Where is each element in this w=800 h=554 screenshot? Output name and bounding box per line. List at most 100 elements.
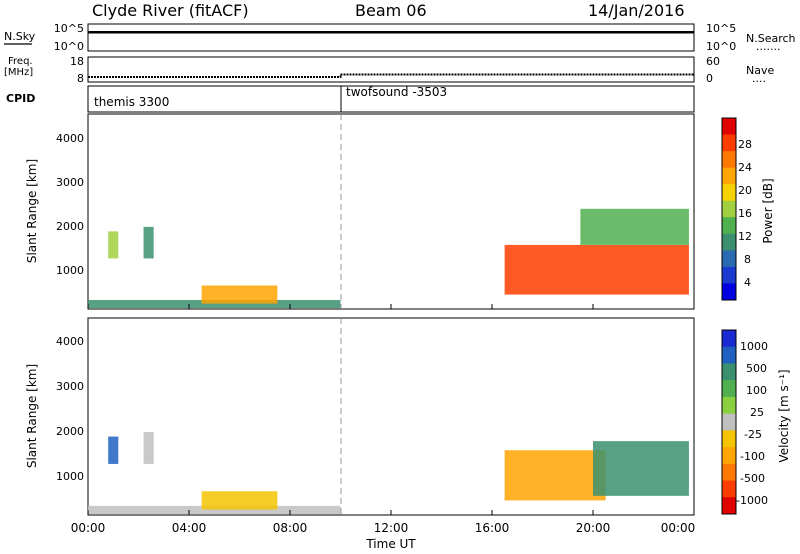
power-region-2 bbox=[88, 299, 341, 309]
power-region-4 bbox=[504, 244, 689, 295]
station-title: Clyde River (fitACF) bbox=[92, 1, 249, 20]
nsky-frame bbox=[87, 23, 695, 52]
x-tick-label-0800: 08:00 bbox=[273, 521, 308, 535]
x-tick-label-2000: 20:00 bbox=[576, 521, 611, 535]
power-data-layer bbox=[88, 208, 689, 309]
x-tick-label-0400: 04:00 bbox=[172, 521, 207, 535]
velocity-cbar-tick-100: 100 bbox=[746, 384, 767, 397]
velocity-cbar-tick-minus1000: -1000 bbox=[736, 494, 768, 507]
velocity-colorbar-segment-8 bbox=[722, 463, 736, 482]
velocity-colorbar-segment-7 bbox=[722, 447, 736, 465]
x-tick-label-1600: 16:00 bbox=[475, 521, 510, 535]
power-cbar-tick-4: 4 bbox=[744, 276, 751, 289]
power-colorbar-segment-6 bbox=[722, 217, 736, 235]
velocity-region-1 bbox=[143, 432, 154, 464]
power-region-0 bbox=[108, 231, 119, 259]
nave-label: Nave bbox=[746, 64, 774, 77]
nsky-tick-bottom: 10^0 bbox=[54, 40, 84, 53]
cpid-mode-themis: themis 3300 bbox=[94, 95, 169, 109]
x-tick-label-2400: 00:00 bbox=[661, 521, 696, 535]
power-region-5 bbox=[580, 208, 689, 245]
nsearch-label: N.Search bbox=[746, 32, 796, 45]
velocity-colorbar bbox=[721, 329, 737, 515]
velocity-colorbar-segment-6 bbox=[722, 430, 736, 448]
velocity-colorbar-segment-4 bbox=[722, 396, 736, 415]
freq-tick-bottom: 8 bbox=[77, 72, 84, 85]
velocity-cbar-tick-minus500: -500 bbox=[740, 472, 765, 485]
cpid-label: CPID bbox=[6, 92, 35, 105]
power-ytick-2000: 2000 bbox=[56, 220, 84, 233]
velocity-cbar-tick-minus25: -25 bbox=[744, 428, 762, 441]
freq-line bbox=[88, 73, 694, 78]
power-ylabel: Slant Range [km] bbox=[25, 159, 39, 263]
velocity-ytick-2000: 2000 bbox=[56, 425, 84, 438]
power-colorbar-segment-9 bbox=[722, 266, 736, 284]
power-ytick-4000: 4000 bbox=[56, 132, 84, 145]
power-region-1 bbox=[143, 226, 154, 259]
velocity-region-4 bbox=[504, 450, 606, 501]
power-colorbar-segment-3 bbox=[722, 167, 736, 185]
cpid-mode-twofsound: twofsound -3503 bbox=[346, 85, 447, 99]
velocity-colorbar-segment-9 bbox=[722, 480, 736, 498]
velocity-cbar-tick-25: 25 bbox=[750, 406, 764, 419]
power-colorbar bbox=[721, 117, 737, 301]
velocity-cbar-tick-500: 500 bbox=[746, 362, 767, 375]
velocity-region-2 bbox=[88, 505, 341, 515]
nsearch-dots: ....... bbox=[756, 40, 780, 53]
velocity-ytick-1000: 1000 bbox=[56, 470, 84, 483]
velocity-colorbar-ticks: 1000 500 100 25 -25 -100 -500 -1000 bbox=[736, 340, 768, 507]
velocity-region-0 bbox=[108, 436, 119, 464]
power-ytick-3000: 3000 bbox=[56, 176, 84, 189]
nsky-label: N.Sky bbox=[4, 30, 36, 43]
velocity-ylabel: Slant Range [km] bbox=[25, 364, 39, 468]
velocity-y-axis: 1000 2000 3000 4000 bbox=[56, 335, 84, 483]
beam-title: Beam 06 bbox=[355, 1, 427, 20]
velocity-region-3 bbox=[201, 491, 278, 510]
velocity-colorbar-segment-2 bbox=[722, 363, 736, 381]
power-region-3 bbox=[201, 285, 278, 304]
x-tick-label-0000: 00:00 bbox=[71, 521, 106, 535]
nave-tick-top: 60 bbox=[706, 55, 720, 68]
power-cbar-tick-24: 24 bbox=[738, 161, 752, 174]
power-colorbar-segment-4 bbox=[722, 184, 736, 202]
velocity-data-layer bbox=[88, 432, 689, 515]
freq-tick-top: 18 bbox=[70, 55, 84, 68]
power-colorbar-label: Power [dB] bbox=[761, 178, 775, 243]
power-colorbar-segment-2 bbox=[722, 151, 736, 169]
power-colorbar-segment-0 bbox=[722, 118, 736, 136]
velocity-colorbar-segment-3 bbox=[722, 380, 736, 398]
nsky-tick-top: 10^5 bbox=[54, 22, 84, 35]
freq-label-line1: Freq. bbox=[8, 56, 33, 67]
nsearch-tick-bottom: 10^0 bbox=[706, 40, 736, 53]
date-title: 14/Jan/2016 bbox=[588, 1, 685, 20]
velocity-cbar-tick-minus100: -100 bbox=[740, 450, 765, 463]
velocity-colorbar-segment-1 bbox=[722, 346, 736, 364]
velocity-colorbar-label: Velocity [m s⁻¹] bbox=[777, 369, 791, 462]
velocity-colorbar-frame bbox=[721, 329, 737, 515]
velocity-colorbar-segment-5 bbox=[722, 413, 736, 431]
power-cbar-tick-16: 16 bbox=[738, 207, 752, 220]
velocity-colorbar-segment-10 bbox=[722, 497, 736, 515]
nsearch-tick-top: 10^5 bbox=[706, 22, 736, 35]
power-cbar-tick-20: 20 bbox=[738, 184, 752, 197]
cpid-frame bbox=[87, 85, 695, 113]
power-cbar-tick-28: 28 bbox=[738, 138, 752, 151]
x-tick-label-1200: 12:00 bbox=[374, 521, 409, 535]
power-colorbar-segment-5 bbox=[722, 200, 736, 218]
freq-frame bbox=[87, 56, 695, 83]
power-ytick-1000: 1000 bbox=[56, 264, 84, 277]
power-cbar-tick-8: 8 bbox=[744, 253, 751, 266]
velocity-colorbar-segment-0 bbox=[722, 330, 736, 348]
power-colorbar-segment-8 bbox=[722, 250, 736, 268]
freq-series bbox=[88, 73, 694, 78]
power-colorbar-frame bbox=[721, 117, 737, 301]
x-axis-label: Time UT bbox=[365, 537, 416, 551]
velocity-cbar-tick-1000: 1000 bbox=[740, 340, 768, 353]
velocity-ytick-3000: 3000 bbox=[56, 380, 84, 393]
velocity-region-5 bbox=[593, 441, 689, 496]
x-axis-ticks bbox=[87, 304, 695, 515]
nave-tick-bottom: 0 bbox=[706, 72, 713, 85]
power-colorbar-segment-10 bbox=[722, 283, 736, 301]
x-axis-labels: 00:00 04:00 08:00 12:00 16:00 20:00 00:0… bbox=[71, 521, 696, 535]
